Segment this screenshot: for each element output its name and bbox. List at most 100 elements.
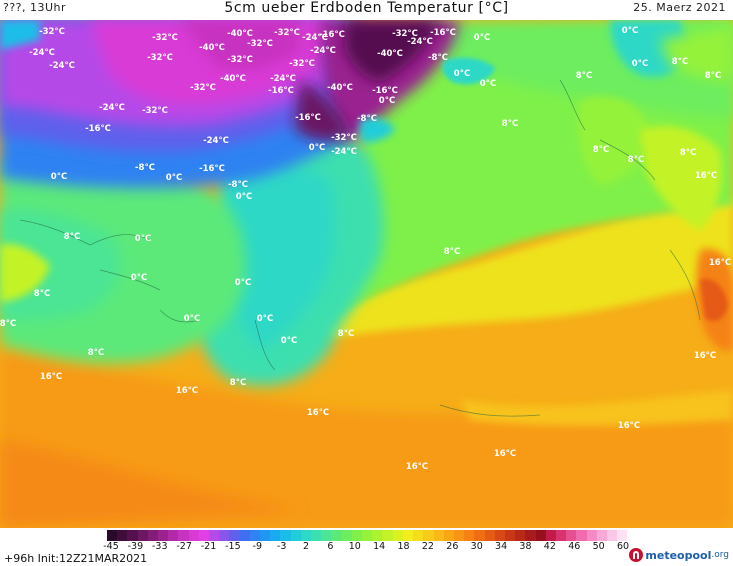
temperature-label: 8°C [672, 57, 688, 67]
scale-tick-label: 50 [592, 541, 605, 552]
scale-swatch [209, 530, 220, 541]
meteopool-logo[interactable]: meteopool .org [629, 547, 729, 563]
scale-swatch [566, 530, 577, 541]
temperature-label: 8°C [444, 247, 460, 257]
scale-swatch [290, 530, 301, 541]
temperature-label: 16°C [695, 171, 717, 181]
scale-swatch [260, 530, 271, 541]
scale-swatch [423, 530, 434, 541]
logo-name: meteopool [645, 548, 712, 562]
temperature-label: -24°C [407, 37, 433, 47]
scale-swatch [484, 530, 495, 541]
temperature-label: -8°C [428, 53, 448, 63]
temperature-label: 0°C [166, 173, 182, 183]
forecast-day-time: ???, 13Uhr [3, 1, 67, 14]
temperature-labels: -32°C-24°C-24°C-32°C-32°C-40°C-40°C-32°C… [0, 26, 731, 472]
temperature-label: 0°C [257, 314, 273, 324]
temperature-label: -32°C [152, 33, 178, 43]
scale-swatch [576, 530, 587, 541]
temperature-label: -40°C [220, 74, 246, 84]
scale-swatch [443, 530, 454, 541]
temperature-label: 0°C [454, 69, 470, 79]
temperature-label: -40°C [199, 43, 225, 53]
scale-tick-label: 42 [543, 541, 556, 552]
temperature-label: 16°C [406, 462, 428, 472]
temperature-label: -16°C [430, 28, 456, 38]
scale-swatch [433, 530, 444, 541]
temperature-label: 8°C [338, 329, 354, 339]
scale-swatch [127, 530, 138, 541]
scale-swatch [525, 530, 536, 541]
temperature-label: -24°C [270, 74, 296, 84]
scale-swatch [464, 530, 475, 541]
temperature-label: -32°C [289, 59, 315, 69]
temperature-map: -32°C -24°C -24°C -32°C -32°C -40°C -40°C -32°C… [0, 20, 733, 528]
temperature-label: 16°C [709, 258, 731, 268]
scale-swatch [341, 530, 352, 541]
temperature-label: -24°C [49, 61, 75, 71]
logo-tld: .org [711, 550, 729, 560]
temperature-label: -32°C [39, 27, 65, 37]
scale-swatch [504, 530, 516, 541]
temperature-label: -16°C [295, 113, 321, 123]
scale-swatch [239, 530, 250, 541]
scale-tick-label: 10 [348, 541, 361, 552]
scale-swatch [535, 530, 546, 541]
scale-swatch [402, 530, 414, 541]
temperature-label: 16°C [40, 372, 62, 382]
temperature-label: -16°C [199, 164, 225, 174]
scale-swatch [249, 530, 261, 541]
scale-swatch [596, 530, 607, 541]
temperature-label: 16°C [176, 386, 198, 396]
color-scale-bar [107, 530, 628, 541]
temperature-label: -32°C [274, 28, 300, 38]
scale-tick-label: 38 [519, 541, 532, 552]
scale-swatch [178, 530, 189, 541]
scale-swatch [494, 530, 505, 541]
temperature-label: 0°C [51, 172, 67, 182]
temperature-label: -24°C [29, 48, 55, 58]
scale-swatch [617, 530, 628, 541]
scale-swatch [107, 530, 118, 541]
scale-tick-label: 60 [616, 541, 630, 552]
temperature-label: -40°C [227, 29, 253, 39]
scale-swatch [219, 530, 230, 541]
temperature-label: -8°C [228, 180, 248, 190]
scale-swatch [270, 530, 281, 541]
temperature-label: -8°C [135, 163, 155, 173]
scale-tick-label: -27 [176, 541, 192, 552]
init-time: +96h Init:12Z21MAR2021 [4, 552, 148, 565]
scale-swatch [300, 530, 312, 541]
scale-tick-label: -39 [127, 541, 144, 552]
scale-tick-label: 26 [446, 541, 459, 552]
scale-swatch [198, 530, 210, 541]
temperature-label: 8°C [88, 348, 104, 358]
color-scale-ticks: -45 -39 -33 -27 -21 -15 -9 -3 2 6 10 14 18 22 26 30 34 38… [103, 541, 630, 553]
temperature-label: -16°C [85, 124, 111, 134]
scale-tick-label: -45 [103, 541, 119, 552]
map-title: 5cm ueber Erdboden Temperatur [°C] [224, 0, 509, 16]
scale-swatch [413, 530, 424, 541]
temperature-label: -16°C [268, 86, 294, 96]
meteopool-logo-icon [629, 548, 644, 562]
temperature-label: 0°C [632, 59, 648, 69]
scale-tick-label: 6 [327, 541, 334, 552]
temperature-field: -32°C-24°C-24°C-32°C-32°C-40°C-40°C-32°C… [0, 20, 733, 528]
scale-tick-label: -33 [151, 541, 168, 552]
scale-swatch [545, 530, 556, 541]
temperature-label: 8°C [593, 145, 609, 155]
temperature-label: -32°C [227, 55, 253, 65]
scale-swatch [555, 530, 567, 541]
temperature-label: -32°C [147, 53, 173, 63]
temperature-label: -8°C [357, 114, 377, 124]
temperature-label: 0°C [235, 278, 251, 288]
temperature-label: 16°C [694, 351, 716, 361]
scale-swatch [453, 530, 465, 541]
scale-tick-label: -21 [200, 541, 217, 552]
scale-swatch [474, 530, 485, 541]
temperature-label: -24°C [203, 136, 229, 146]
temperature-label: -32°C [142, 106, 168, 116]
temperature-label: -24°C [310, 46, 336, 56]
scale-swatch [280, 530, 291, 541]
temperature-label: 8°C [502, 119, 518, 129]
